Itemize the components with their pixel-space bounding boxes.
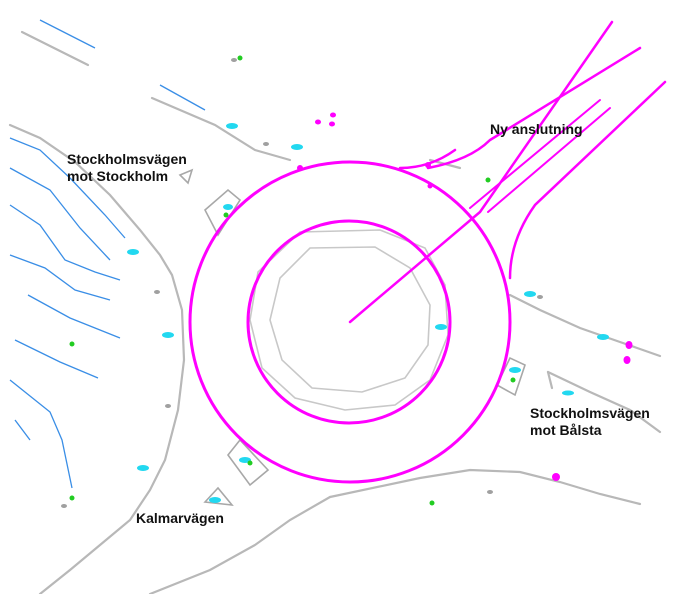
magenta-point (315, 119, 321, 125)
label-kalmarvagen-text: Kalmarvägen (136, 510, 224, 526)
grey-point (61, 504, 67, 508)
splitter-island-northwest (203, 188, 242, 237)
cyan-point (223, 204, 233, 210)
magenta-point (625, 341, 633, 349)
curb-line (20, 30, 90, 67)
label-road-to-stockholm: Stockholmsvägen mot Stockholm (67, 151, 187, 185)
magenta-markers (297, 112, 633, 481)
magenta-point (329, 121, 335, 127)
contour-line (27, 294, 121, 339)
magenta-point (552, 473, 560, 481)
existing-curbs (8, 30, 662, 594)
inner-island-outer-ring (249, 229, 449, 411)
curb-line (546, 370, 554, 390)
grey-point (537, 295, 543, 299)
roundabout-outer-circle (188, 160, 512, 484)
green-point (510, 377, 516, 383)
new-connection-lane-1 (469, 99, 601, 209)
splitter-island-southwest (226, 438, 270, 487)
contour-line (39, 19, 96, 49)
green-point (69, 341, 75, 347)
cyan-point (562, 390, 574, 396)
splitter-islands (178, 168, 526, 507)
cyan-point (291, 144, 303, 150)
magenta-point (623, 356, 631, 364)
curb-line (148, 495, 332, 594)
green-point (485, 177, 491, 183)
green-point (223, 212, 229, 218)
label-road-to-balsta-line1: Stockholmsvägen (530, 405, 650, 421)
magenta-point (297, 165, 303, 171)
label-road-to-stockholm-line1: Stockholmsvägen (67, 151, 187, 167)
new-connection-edge-west (426, 46, 642, 170)
new-connection-edge-east (508, 80, 667, 280)
contour-lines (9, 19, 206, 489)
new-connection-lane-2 (487, 107, 611, 213)
contour-line (159, 84, 206, 111)
contour-line (9, 379, 73, 489)
label-new-connection: Ny anslutning (490, 121, 583, 138)
cyan-point (162, 332, 174, 338)
cyan-point (509, 367, 521, 373)
cyan-point (209, 497, 221, 503)
splitter-island-south (203, 486, 234, 507)
label-new-connection-text: Ny anslutning (490, 121, 583, 137)
cyan-point (597, 334, 609, 340)
roundabout-proposal (188, 20, 667, 484)
green-point (237, 55, 243, 61)
grey-point (487, 490, 493, 494)
green-point (247, 460, 253, 466)
green-point (429, 500, 435, 506)
grey-point (154, 290, 160, 294)
cyan-markers (127, 123, 609, 503)
contour-line (9, 254, 111, 301)
label-kalmarvagen: Kalmarvägen (136, 510, 224, 527)
contour-line (9, 167, 111, 261)
new-connection-centerline (348, 20, 614, 324)
cyan-point (435, 324, 447, 330)
contour-line (9, 204, 121, 281)
curb-line (8, 123, 186, 594)
curb-line (546, 370, 662, 434)
label-road-to-balsta: Stockholmsvägen mot Bålsta (530, 405, 650, 439)
contour-line (14, 419, 31, 441)
cyan-point (137, 465, 149, 471)
magenta-point (330, 112, 336, 118)
green-point (69, 495, 75, 501)
cyan-point (524, 291, 536, 297)
splitter-island-northwest-tip (178, 168, 194, 185)
grey-point (165, 404, 171, 408)
label-road-to-stockholm-line2: mot Stockholm (67, 168, 169, 184)
curb-line (150, 96, 292, 162)
curb-line (328, 468, 642, 506)
contour-line (14, 339, 99, 379)
inner-island-existing (249, 229, 449, 411)
label-road-to-balsta-line2: mot Bålsta (530, 422, 602, 438)
cyan-point (226, 123, 238, 129)
splitter-island-east (495, 356, 526, 397)
inner-island-inner-ring (269, 246, 431, 393)
magenta-point (425, 162, 431, 168)
contour-line (9, 137, 126, 239)
roundabout-inner-circle (246, 219, 452, 425)
green-markers (69, 55, 516, 506)
cyan-point (127, 249, 139, 255)
grey-point (263, 142, 269, 146)
grey-markers (61, 58, 543, 508)
magenta-point (427, 183, 433, 189)
curb-line (508, 293, 662, 358)
grey-point (231, 58, 237, 62)
